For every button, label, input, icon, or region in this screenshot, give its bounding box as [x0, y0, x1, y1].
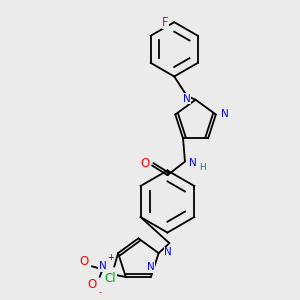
Text: +: +: [107, 253, 114, 262]
Text: F: F: [162, 16, 169, 29]
Text: Cl: Cl: [104, 272, 116, 285]
Text: H: H: [199, 163, 206, 172]
Text: N: N: [147, 262, 155, 272]
Text: N: N: [164, 247, 172, 257]
Text: N: N: [189, 158, 196, 168]
Text: -: -: [98, 288, 101, 297]
Text: O: O: [141, 157, 150, 170]
Text: N: N: [221, 109, 229, 118]
Text: N: N: [183, 94, 191, 104]
Text: O: O: [87, 278, 97, 291]
Text: N: N: [99, 261, 106, 271]
Text: O: O: [80, 255, 89, 268]
